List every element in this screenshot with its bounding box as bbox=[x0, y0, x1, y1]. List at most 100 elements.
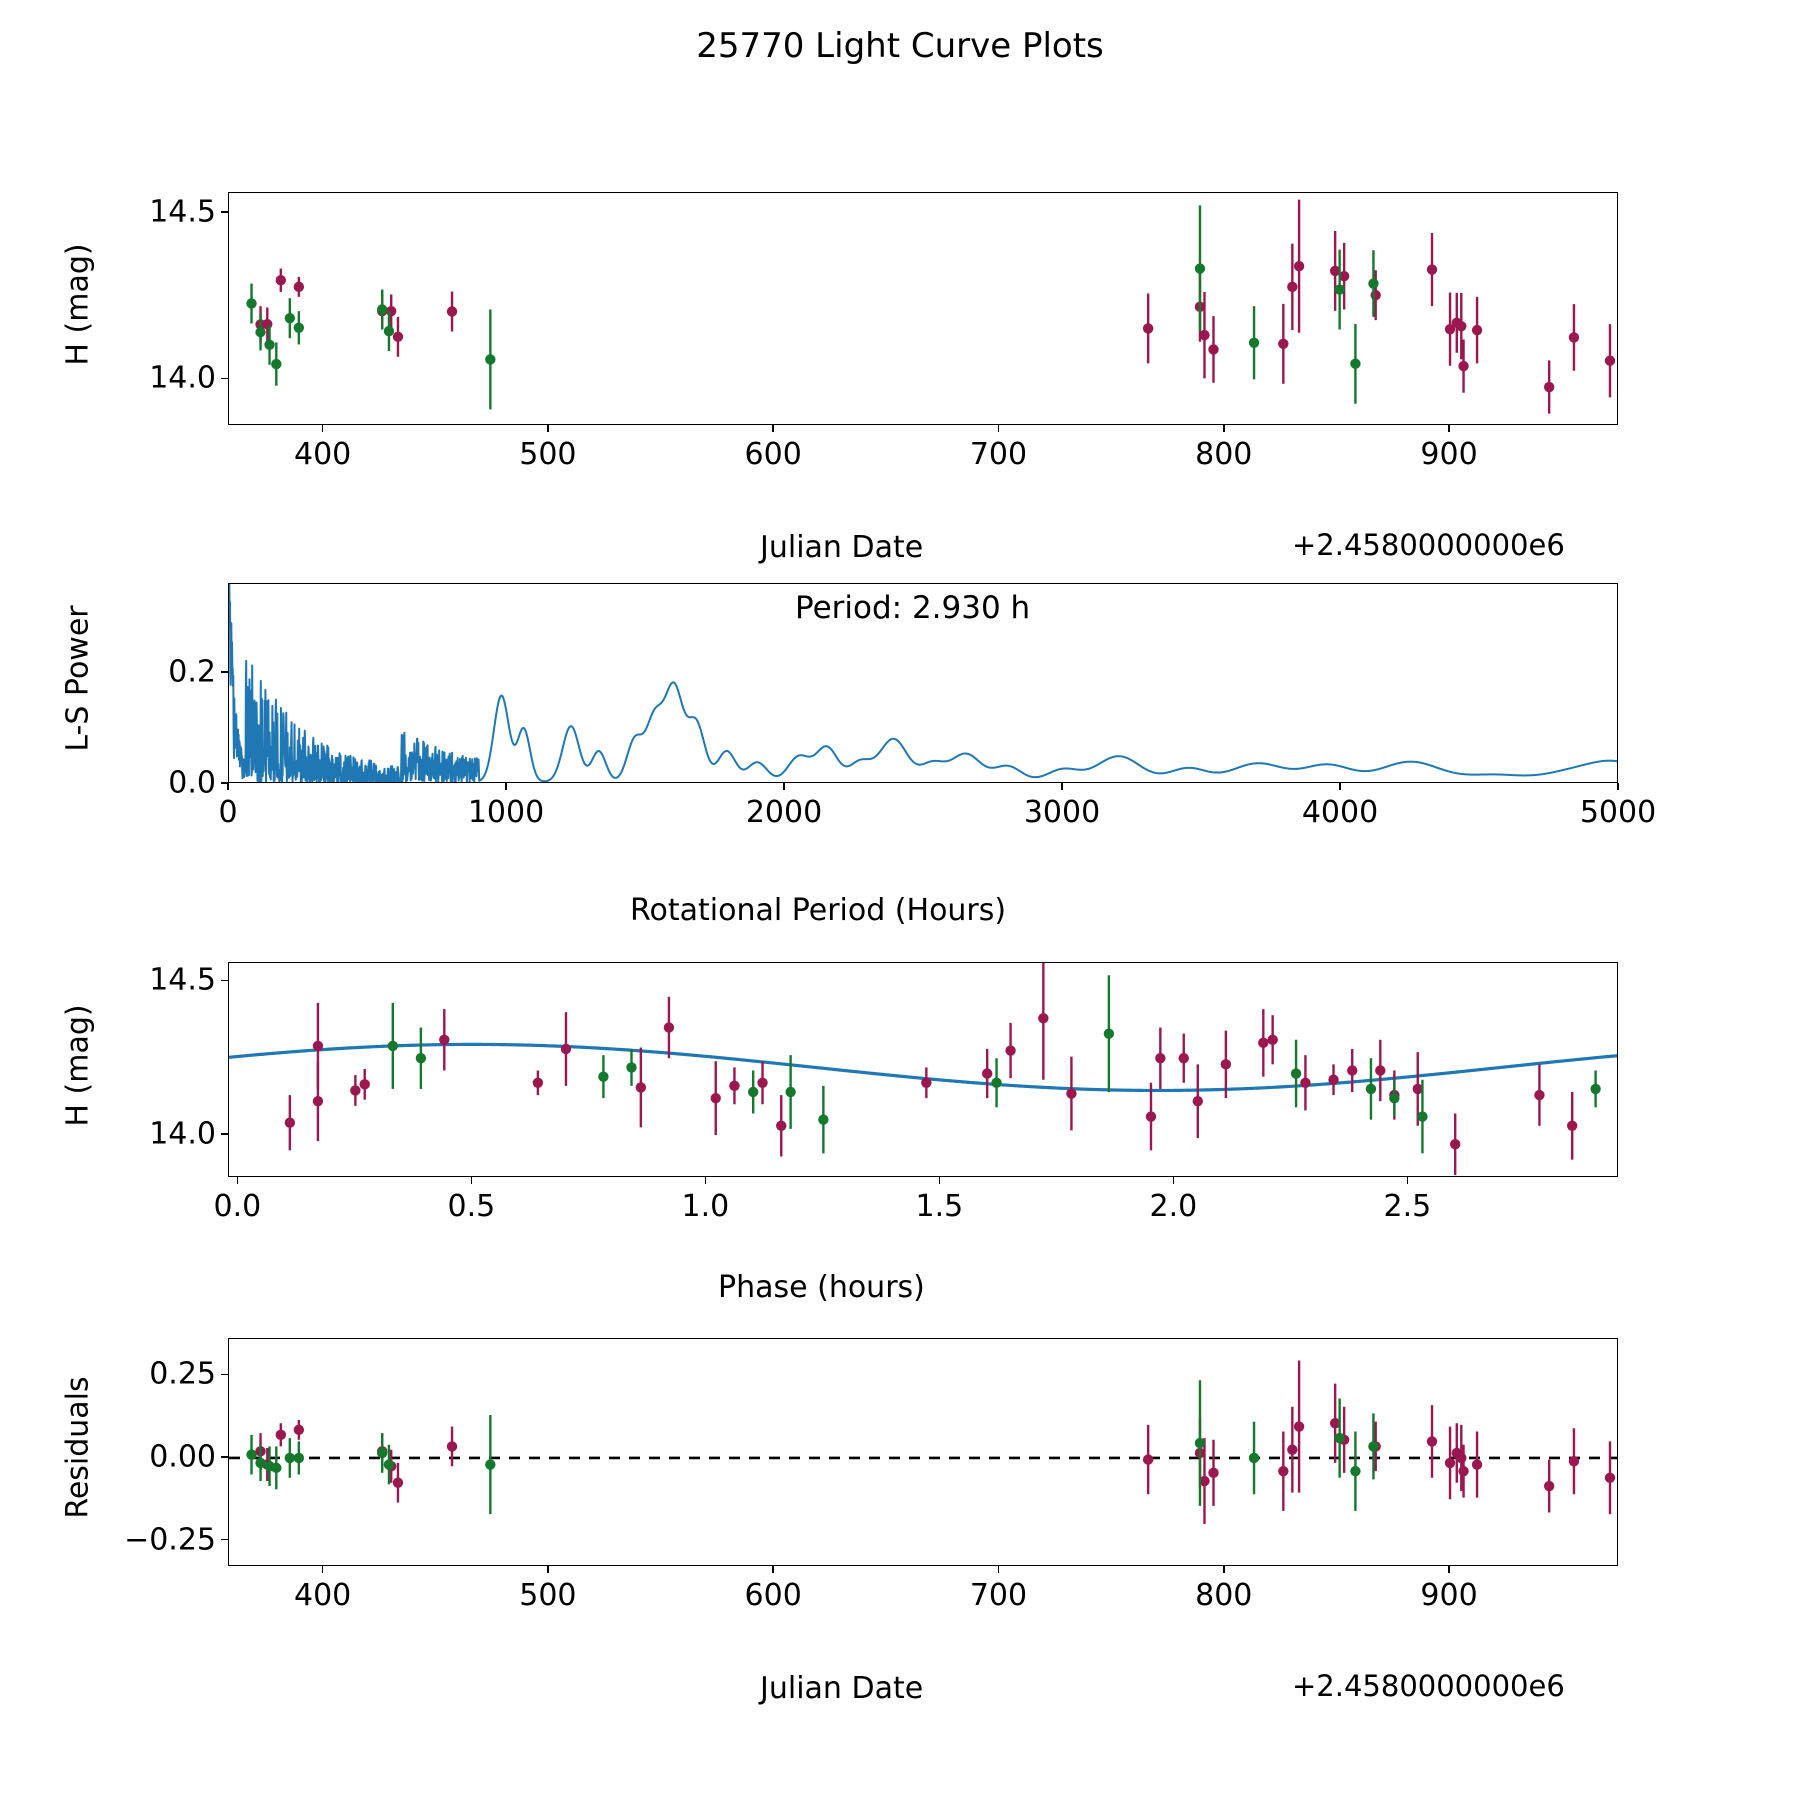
data-point bbox=[392, 1477, 404, 1488]
data-point bbox=[446, 1441, 458, 1452]
data-point bbox=[383, 325, 395, 337]
x-tick-label: 800 bbox=[1195, 437, 1253, 472]
data-point bbox=[1543, 1480, 1555, 1492]
data-point bbox=[663, 1022, 675, 1033]
y-tick-label: 14.5 bbox=[149, 962, 216, 998]
x-tick-mark bbox=[227, 783, 229, 790]
data-point bbox=[1368, 1441, 1379, 1452]
data-point bbox=[246, 298, 257, 309]
data-point bbox=[1456, 1452, 1467, 1464]
data-point bbox=[1604, 355, 1616, 366]
data-point bbox=[747, 1086, 759, 1098]
data-point bbox=[446, 306, 458, 317]
data-point bbox=[1287, 281, 1298, 293]
data-point bbox=[1066, 1088, 1077, 1099]
x-tick-mark bbox=[1448, 425, 1450, 432]
data-point bbox=[1194, 263, 1206, 274]
x-tick-label: 5000 bbox=[1579, 795, 1657, 830]
y-tick-label: 14.0 bbox=[149, 1116, 216, 1152]
data-point bbox=[1005, 1045, 1016, 1056]
data-point bbox=[1449, 1139, 1461, 1150]
data-point bbox=[1590, 1083, 1601, 1095]
y-tick-label: 14.5 bbox=[149, 194, 216, 230]
x-tick-mark bbox=[470, 1177, 473, 1184]
data-point bbox=[387, 1040, 399, 1052]
data-point bbox=[598, 1071, 609, 1082]
x-tick-mark bbox=[321, 425, 324, 432]
x-tick-label: 2.0 bbox=[1149, 1189, 1198, 1224]
data-point bbox=[1566, 1120, 1578, 1131]
data-point bbox=[991, 1077, 1002, 1088]
data-point bbox=[1248, 1452, 1260, 1464]
x-tick-label: 1.5 bbox=[915, 1189, 964, 1224]
data-point bbox=[635, 1082, 647, 1093]
page-title: 25770 Light Curve Plots bbox=[696, 26, 1104, 66]
y-tick-mark bbox=[221, 1373, 228, 1376]
x-tick-label: 500 bbox=[519, 1578, 577, 1613]
data-point bbox=[1471, 324, 1483, 336]
y-tick-label: 0.00 bbox=[149, 1439, 216, 1475]
y-tick-label: −0.25 bbox=[124, 1522, 216, 1558]
data-point bbox=[271, 358, 282, 370]
x-tick-mark bbox=[704, 1177, 707, 1184]
x-tick-label: 1000 bbox=[467, 795, 545, 830]
data-point bbox=[1412, 1083, 1423, 1095]
data-point bbox=[1458, 360, 1469, 372]
data-point bbox=[1267, 1034, 1278, 1045]
x-tick-label: 2000 bbox=[745, 795, 823, 830]
x-tick-mark bbox=[772, 425, 774, 432]
periodogram-axes bbox=[228, 583, 1618, 783]
phased-ylabel: H (mag) bbox=[60, 1003, 96, 1127]
data-point bbox=[1456, 320, 1467, 332]
data-point bbox=[1293, 1421, 1305, 1432]
data-point bbox=[1038, 1013, 1049, 1024]
phased-axes bbox=[228, 962, 1618, 1177]
x-tick-mark bbox=[1222, 1566, 1225, 1573]
y-tick-label: 0.0 bbox=[168, 765, 216, 801]
x-tick-mark bbox=[505, 783, 507, 790]
y-tick-mark bbox=[221, 377, 228, 380]
x-tick-mark bbox=[1172, 1177, 1175, 1184]
data-point bbox=[1208, 1467, 1219, 1479]
data-point bbox=[1194, 1437, 1206, 1449]
data-point bbox=[1334, 284, 1345, 295]
data-point bbox=[818, 1114, 829, 1125]
lightcurve-plot-area bbox=[246, 199, 1616, 414]
data-point bbox=[1208, 344, 1219, 355]
data-point bbox=[776, 1120, 787, 1131]
data-point bbox=[376, 1447, 388, 1459]
data-point bbox=[1370, 289, 1381, 301]
data-point bbox=[1568, 332, 1580, 343]
data-point bbox=[293, 322, 305, 334]
y-tick-mark bbox=[221, 671, 228, 673]
x-tick-mark bbox=[321, 1566, 324, 1573]
x-tick-mark bbox=[1339, 783, 1341, 790]
y-tick-label: 0.2 bbox=[168, 654, 216, 690]
x-tick-mark bbox=[997, 1566, 1000, 1573]
data-point bbox=[1103, 1028, 1115, 1039]
data-point bbox=[1329, 265, 1341, 277]
x-tick-mark bbox=[1222, 425, 1225, 432]
data-point bbox=[729, 1080, 740, 1092]
data-point bbox=[1604, 1472, 1616, 1483]
data-point bbox=[1338, 271, 1350, 282]
data-point bbox=[1426, 1436, 1438, 1447]
data-point bbox=[1347, 1065, 1358, 1076]
data-point bbox=[1178, 1053, 1189, 1064]
x-tick-label: 3000 bbox=[1023, 795, 1101, 830]
data-point bbox=[392, 331, 404, 342]
x-tick-mark bbox=[1061, 783, 1063, 790]
data-point bbox=[1458, 1465, 1469, 1477]
data-point bbox=[1444, 323, 1456, 335]
x-tick-label: 900 bbox=[1420, 437, 1478, 472]
data-point bbox=[1375, 1065, 1386, 1076]
ls-power-curve bbox=[229, 584, 1617, 782]
data-point bbox=[560, 1043, 572, 1055]
data-point bbox=[1365, 1083, 1377, 1095]
panel-phased bbox=[228, 962, 1618, 1177]
x-tick-mark bbox=[1406, 1177, 1409, 1184]
x-tick-mark bbox=[938, 1177, 941, 1184]
data-point bbox=[1192, 1096, 1203, 1107]
data-point bbox=[1278, 1465, 1289, 1477]
